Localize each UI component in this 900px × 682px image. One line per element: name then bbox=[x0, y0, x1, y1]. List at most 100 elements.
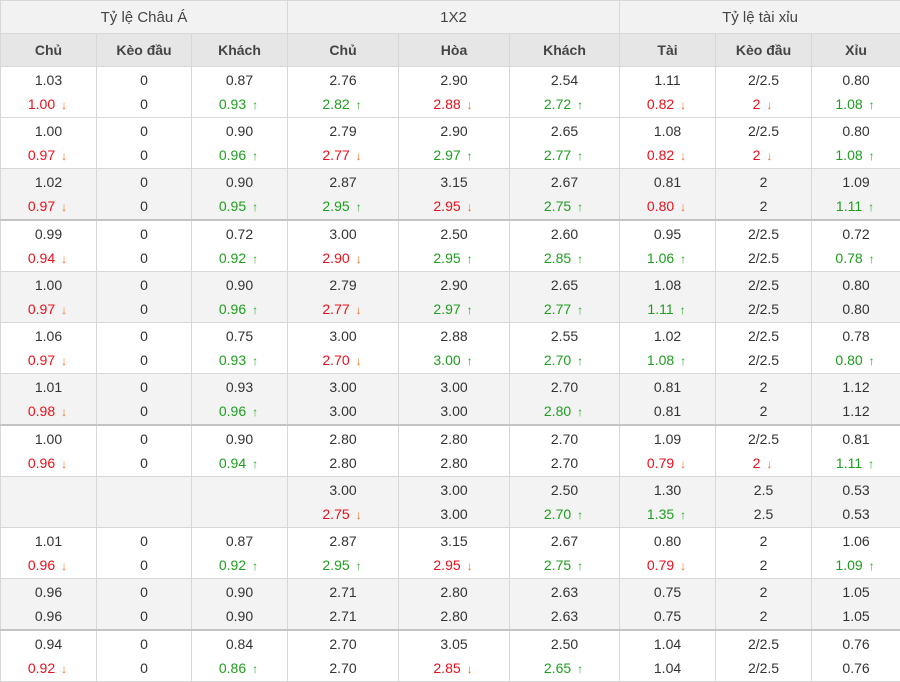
odds-current-value: 0 bbox=[97, 96, 191, 113]
odds-opening-value: 2.50 bbox=[399, 226, 509, 243]
odds-value-text: 2/2.5 bbox=[748, 301, 779, 317]
odds-current-value: 2.95↑ bbox=[399, 250, 509, 267]
odds-value-text: 3.00 bbox=[329, 482, 356, 498]
odds-value-text: 2.77 bbox=[322, 301, 349, 317]
odds-value-text: 2.70 bbox=[544, 506, 571, 522]
odds-current-value: 2.77↑ bbox=[510, 147, 619, 164]
odds-value-text: 2.90 bbox=[440, 123, 467, 139]
odds-value-text: 0.86 bbox=[219, 660, 246, 676]
odds-opening-value: 2.87 bbox=[288, 533, 398, 550]
odds-current-value: 0.80 bbox=[812, 301, 900, 318]
odds-current-value: 0.96↓ bbox=[1, 557, 96, 574]
odds-value-text: 1.05 bbox=[842, 584, 869, 600]
odds-value-text: 0 bbox=[140, 250, 148, 266]
odds-current-value: 0.97↓ bbox=[1, 352, 96, 369]
odds-value-text: 1.11 bbox=[654, 72, 680, 88]
odds-opening-value: 0.80 bbox=[812, 277, 900, 294]
arrow-down-icon: ↓ bbox=[59, 456, 69, 473]
odds-value-text: 0.93 bbox=[226, 379, 253, 395]
arrow-up-icon: ↑ bbox=[678, 302, 688, 319]
odds-value-text: 2.50 bbox=[440, 226, 467, 242]
odds-opening-value: 0.87 bbox=[192, 72, 287, 89]
odds-value-text: 0.96 bbox=[219, 403, 246, 419]
odds-current-value: 2.95↑ bbox=[288, 198, 398, 215]
odds-value-text: 2.70 bbox=[329, 660, 356, 676]
odds-value-text: 0.80 bbox=[842, 123, 869, 139]
odds-opening-value: 3.05 bbox=[399, 636, 509, 653]
odds-value-text: 1.05 bbox=[842, 608, 869, 624]
odds-opening-value: 2.60 bbox=[510, 226, 619, 243]
odds-value-text: 0.81 bbox=[654, 379, 681, 395]
arrow-down-icon: ↓ bbox=[678, 148, 688, 165]
arrow-up-icon: ↑ bbox=[678, 353, 688, 370]
odds-value-text: 0.79 bbox=[647, 455, 674, 471]
odds-current-value: 2/2.5 bbox=[716, 250, 811, 267]
odds-value-text: 2.95 bbox=[322, 557, 349, 573]
odds-current-value: 0.92↑ bbox=[192, 250, 287, 267]
odds-value-text: 2.88 bbox=[440, 328, 467, 344]
odds-value-text: 2/2.5 bbox=[748, 431, 779, 447]
arrow-down-icon: ↓ bbox=[678, 558, 688, 575]
odds-value-text: 0.92 bbox=[219, 557, 246, 573]
arrow-down-icon: ↓ bbox=[465, 661, 475, 678]
odds-opening-value: 0.90 bbox=[192, 174, 287, 191]
odds-value-text: 1.11 bbox=[647, 301, 673, 317]
group-header-row: Tỷ lệ Châu Á 1X2 Tỷ lệ tài xỉu bbox=[1, 1, 900, 34]
odds-opening-value: 0.53 bbox=[812, 482, 900, 499]
odds-opening-value: 0.94 bbox=[1, 636, 96, 653]
arrow-up-icon: ↑ bbox=[575, 148, 585, 165]
odds-value-text: 1.04 bbox=[654, 636, 681, 652]
cell-ah-handicap bbox=[97, 477, 192, 528]
odds-opening-value: 0.90 bbox=[192, 123, 287, 140]
odds-opening-value: 0 bbox=[97, 226, 191, 243]
arrow-down-icon: ↓ bbox=[764, 456, 774, 473]
odds-opening-value: 3.15 bbox=[399, 533, 509, 550]
odds-current-value: 2 bbox=[716, 403, 811, 420]
odds-value-text: 2.87 bbox=[329, 533, 356, 549]
odds-opening-value: 0.72 bbox=[192, 226, 287, 243]
odds-opening-value: 1.06 bbox=[812, 533, 900, 550]
odds-current-value: 0 bbox=[97, 147, 191, 164]
odds-value-text: 0 bbox=[140, 557, 148, 573]
odds-current-value: 0.80↓ bbox=[620, 198, 715, 215]
odds-opening-value: 2.71 bbox=[288, 584, 398, 601]
odds-current-value: 2.63 bbox=[510, 608, 619, 625]
odds-opening-value: 2.88 bbox=[399, 328, 509, 345]
odds-value-text: 0 bbox=[140, 301, 148, 317]
odds-value-text: 0.81 bbox=[654, 174, 681, 190]
odds-current-value: 2.77↓ bbox=[288, 147, 398, 164]
odds-value-text: 2.5 bbox=[754, 482, 773, 498]
arrow-up-icon: ↑ bbox=[465, 302, 475, 319]
arrow-up-icon: ↑ bbox=[250, 97, 260, 114]
odds-opening-value: 2/2.5 bbox=[716, 226, 811, 243]
odds-opening-value: 2/2.5 bbox=[716, 72, 811, 89]
odds-opening-value: 0 bbox=[97, 379, 191, 396]
odds-current-value: 0.82↓ bbox=[620, 96, 715, 113]
